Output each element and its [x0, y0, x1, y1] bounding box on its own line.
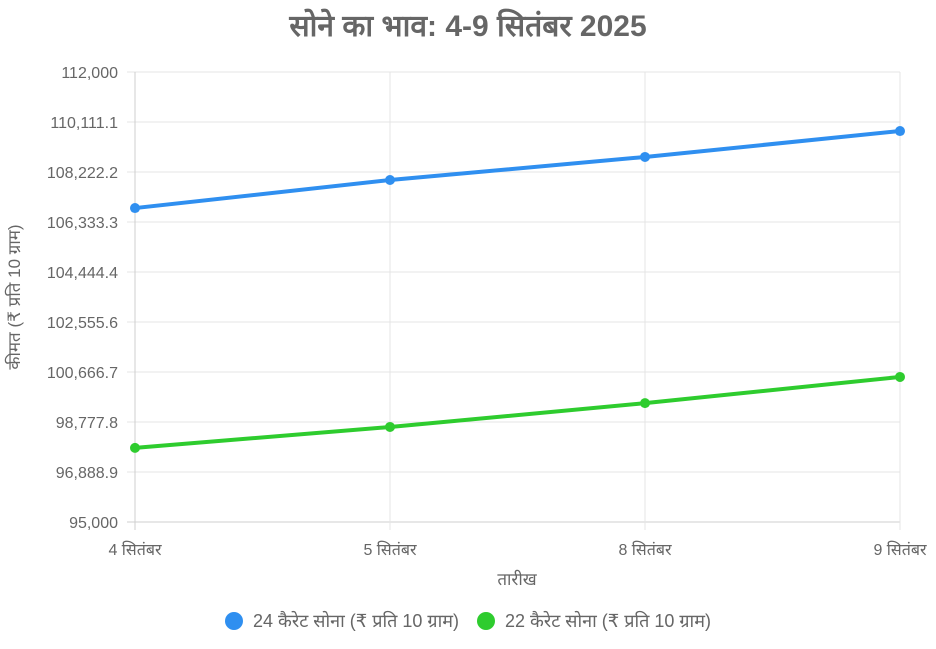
y-tick-label: 112,000 [61, 65, 118, 82]
y-axis-title: कीमत (₹ प्रति 10 ग्राम) [4, 224, 24, 369]
legend-swatch-24k [225, 612, 244, 630]
x-axis-ticks: 4 सितंबर 5 सितंबर 8 सितंबर 9 सितंबर [108, 540, 927, 559]
y-tick-label: 110,111.1 [50, 115, 118, 132]
x-tick-label: 9 सितंबर [873, 540, 927, 559]
grid-lines [127, 71, 901, 530]
legend-label-22k: 22 कैरेट सोना (₹ प्रति 10 ग्राम) [505, 611, 711, 631]
y-tick-label: 106,333.3 [47, 215, 118, 232]
y-tick-label: 102,555.6 [47, 315, 118, 332]
series-line [134, 129, 901, 211]
data-point[interactable] [130, 442, 140, 453]
y-tick-label: 98,777.8 [56, 415, 118, 432]
chart-title: सोने का भाव: 4-9 सितंबर 2025 [289, 10, 647, 43]
x-axis-title: तारीख [497, 569, 537, 589]
legend-item-24k[interactable]: 24 कैरेट सोना (₹ प्रति 10 ग्राम) [225, 609, 459, 633]
legend-swatch-22k [477, 612, 495, 630]
series-line [134, 374, 901, 450]
x-tick-label: 8 सितंबर [618, 540, 672, 559]
data-point[interactable] [385, 421, 395, 432]
series-1 [130, 371, 905, 453]
y-tick-label: 108,222.2 [47, 165, 118, 182]
y-tick-label: 104,444.4 [47, 265, 118, 282]
y-axis-ticks: 112,000 110,111.1 108,222.2 106,333.3 104,44… [47, 65, 118, 532]
data-point[interactable] [130, 203, 140, 214]
legend-item-22k[interactable]: 22 कैरेट सोना (₹ प्रति 10 ग्राम) [477, 609, 711, 633]
x-tick-label: 5 सितंबर [363, 540, 417, 559]
x-tick-label: 4 सितंबर [108, 540, 162, 559]
data-point[interactable] [385, 175, 395, 185]
series-0 [130, 126, 905, 214]
legend-label-24k: 24 कैरेट सोना (₹ प्रति 10 ग्राम) [253, 611, 459, 631]
legend: 24 कैरेट सोना (₹ प्रति 10 ग्राम) 22 कैरे… [0, 609, 936, 633]
data-point[interactable] [895, 126, 905, 137]
y-tick-label: 100,666.7 [47, 365, 118, 382]
data-point[interactable] [640, 398, 650, 409]
data-point[interactable] [640, 151, 650, 162]
data-point[interactable] [895, 371, 905, 382]
y-tick-label: 96,888.9 [56, 465, 118, 482]
data-series [130, 126, 905, 453]
y-tick-label: 95,000 [69, 515, 118, 532]
